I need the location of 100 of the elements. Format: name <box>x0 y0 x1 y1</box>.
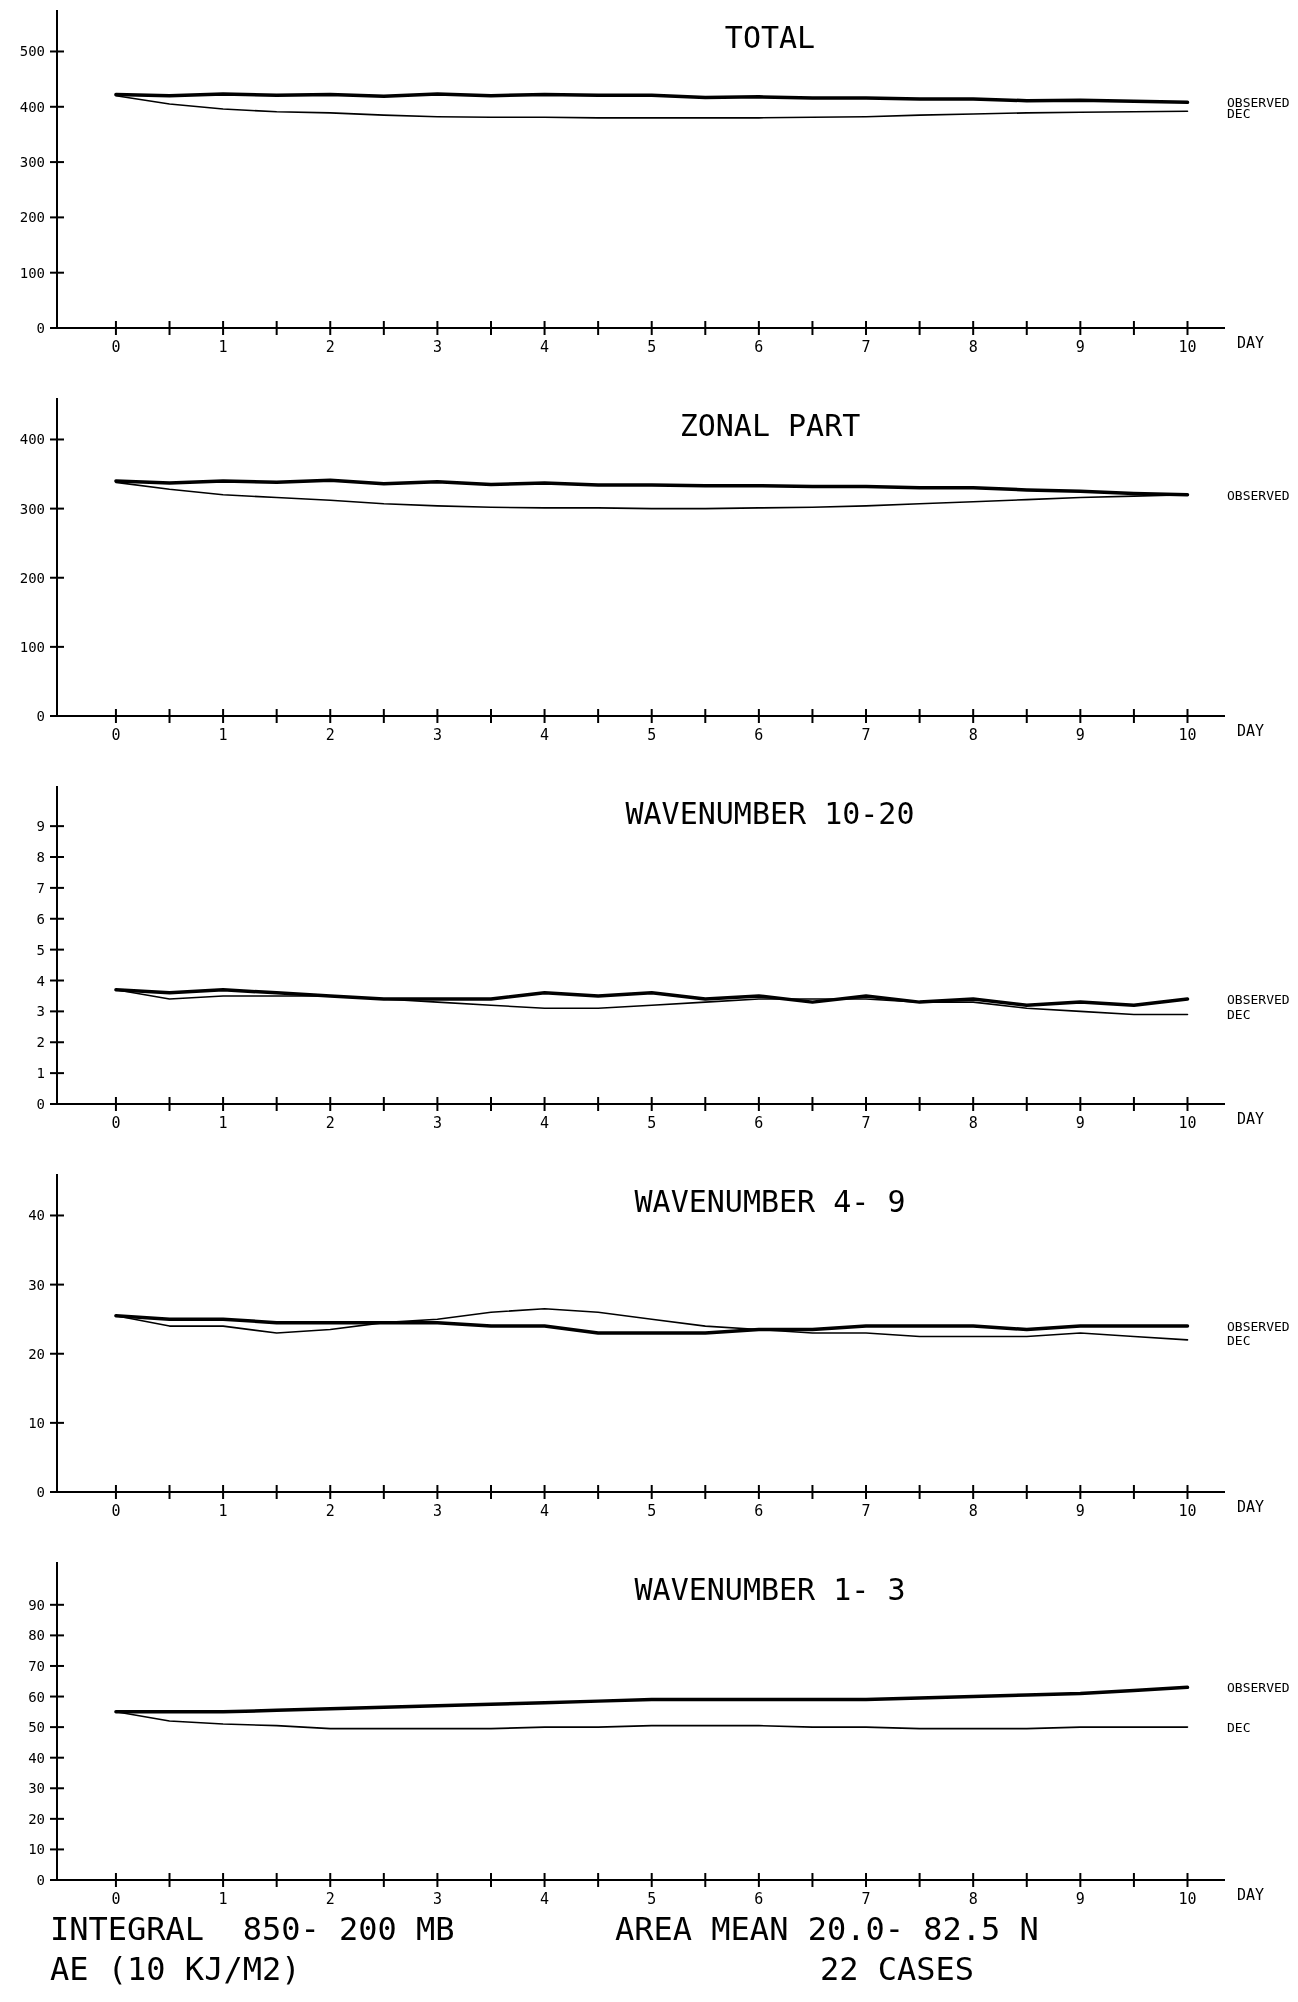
x-tick-label: 2 <box>325 338 335 356</box>
y-tick-label: 20 <box>28 1810 45 1827</box>
x-tick-label: 10 <box>1178 338 1197 356</box>
x-tick-label: 9 <box>1075 1114 1085 1132</box>
x-axis-title: DAY <box>1237 1110 1265 1128</box>
y-tick-label: 0 <box>36 708 45 724</box>
y-tick-label: 200 <box>19 209 45 226</box>
x-axis-title: DAY <box>1237 1886 1265 1904</box>
y-tick-label: 0 <box>36 1096 45 1112</box>
y-tick-label: 4 <box>36 972 45 989</box>
text: 22 CASES <box>820 1950 975 1988</box>
x-tick-label: 8 <box>968 1114 978 1132</box>
y-tick-label: 100 <box>19 264 45 281</box>
y-tick-label: 50 <box>28 1719 45 1736</box>
x-tick-label: 10 <box>1178 726 1197 744</box>
x-tick-label: 10 <box>1178 1890 1197 1908</box>
x-axis-title: DAY <box>1237 1498 1265 1516</box>
x-tick-label: 1 <box>218 1890 228 1908</box>
chart-title: WAVENUMBER 4- 9 <box>634 1184 906 1219</box>
y-tick-label: 40 <box>28 1749 45 1766</box>
x-tick-label: 8 <box>968 1502 978 1520</box>
y-tick-label: 80 <box>28 1627 45 1644</box>
y-tick-label: 100 <box>19 638 45 655</box>
text: OBSERVED <box>1227 1680 1290 1696</box>
x-tick-label: 3 <box>432 1890 442 1908</box>
y-tick-label: 400 <box>19 98 45 115</box>
chart-title: TOTAL <box>724 20 816 55</box>
x-axis-title: DAY <box>1237 334 1265 352</box>
x-tick-label: 10 <box>1178 1502 1197 1520</box>
x-tick-label: 8 <box>968 338 978 356</box>
x-tick-label: 6 <box>754 1114 764 1132</box>
text: DEC <box>1227 106 1251 122</box>
x-tick-label: 4 <box>540 1502 550 1520</box>
y-tick-label: 90 <box>28 1596 45 1613</box>
y-tick-label: 7 <box>36 879 45 896</box>
x-tick-label: 4 <box>540 726 550 744</box>
x-tick-label: 9 <box>1075 1890 1085 1908</box>
x-tick-label: 8 <box>968 726 978 744</box>
x-tick-label: 1 <box>218 338 228 356</box>
x-tick-label: 4 <box>540 1114 550 1132</box>
text: DEC <box>1227 1007 1251 1023</box>
x-axis-title: DAY <box>1237 722 1265 740</box>
x-tick-label: 6 <box>754 338 764 356</box>
y-tick-label: 5 <box>36 941 45 958</box>
chart-title: ZONAL PART <box>679 408 861 443</box>
y-tick-label: 400 <box>19 431 45 448</box>
x-tick-label: 4 <box>540 1890 550 1908</box>
x-tick-label: 3 <box>432 1114 442 1132</box>
x-tick-label: 9 <box>1075 338 1085 356</box>
x-tick-label: 3 <box>432 726 442 744</box>
x-tick-label: 5 <box>647 338 657 356</box>
y-tick-label: 0 <box>36 1872 45 1888</box>
chart-title: WAVENUMBER 1- 3 <box>634 1572 906 1607</box>
text: DEC <box>1227 1720 1251 1736</box>
x-tick-label: 0 <box>111 1502 121 1520</box>
x-tick-label: 5 <box>647 1502 657 1520</box>
x-tick-label: 5 <box>647 1890 657 1908</box>
y-tick-label: 300 <box>19 154 45 171</box>
x-tick-label: 1 <box>218 1502 228 1520</box>
text: INTEGRAL 850- 200 MB <box>50 1910 455 1948</box>
x-tick-label: 0 <box>111 1890 121 1908</box>
y-tick-label: 60 <box>28 1688 45 1705</box>
text: AREA MEAN 20.0- 82.5 N <box>615 1910 1039 1948</box>
y-tick-label: 30 <box>28 1276 45 1293</box>
x-tick-label: 1 <box>218 726 228 744</box>
x-tick-label: 7 <box>861 1114 871 1132</box>
text: OBSERVED <box>1227 992 1290 1008</box>
y-tick-label: 3 <box>36 1003 45 1020</box>
x-tick-label: 5 <box>647 1114 657 1132</box>
y-tick-label: 10 <box>28 1841 45 1858</box>
x-tick-label: 8 <box>968 1890 978 1908</box>
x-tick-label: 9 <box>1075 1502 1085 1520</box>
x-tick-label: 2 <box>325 1114 335 1132</box>
y-tick-label: 8 <box>36 849 45 866</box>
x-tick-label: 6 <box>754 1502 764 1520</box>
y-tick-label: 20 <box>28 1345 45 1362</box>
y-tick-label: 9 <box>36 818 45 835</box>
x-tick-label: 6 <box>754 726 764 744</box>
y-tick-label: 2 <box>36 1034 45 1051</box>
chart-title: WAVENUMBER 10-20 <box>625 796 915 831</box>
x-tick-label: 0 <box>111 726 121 744</box>
x-tick-label: 7 <box>861 726 871 744</box>
x-tick-label: 5 <box>647 726 657 744</box>
y-tick-label: 40 <box>28 1207 45 1224</box>
x-tick-label: 10 <box>1178 1114 1197 1132</box>
text: OBSERVED <box>1227 1319 1290 1335</box>
x-tick-label: 2 <box>325 1502 335 1520</box>
y-tick-label: 0 <box>36 1484 45 1500</box>
text: DEC <box>1227 1332 1251 1348</box>
x-tick-label: 4 <box>540 338 550 356</box>
y-tick-label: 0 <box>36 320 45 336</box>
y-tick-label: 200 <box>19 569 45 586</box>
x-tick-label: 7 <box>861 1890 871 1908</box>
y-tick-label: 6 <box>36 910 45 927</box>
y-tick-label: 300 <box>19 500 45 517</box>
y-tick-label: 10 <box>28 1414 45 1431</box>
x-tick-label: 9 <box>1075 726 1085 744</box>
x-tick-label: 1 <box>218 1114 228 1132</box>
x-tick-label: 3 <box>432 1502 442 1520</box>
x-tick-label: 6 <box>754 1890 764 1908</box>
